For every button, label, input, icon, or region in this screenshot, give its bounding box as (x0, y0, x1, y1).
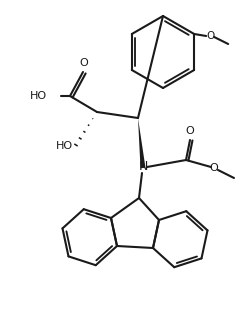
Text: O: O (210, 163, 218, 173)
Text: O: O (206, 31, 214, 41)
Text: O: O (80, 58, 88, 68)
Text: HO: HO (56, 141, 73, 151)
Polygon shape (138, 118, 145, 168)
Text: O: O (186, 126, 194, 136)
Text: HO: HO (30, 91, 47, 101)
Text: N: N (138, 161, 148, 173)
